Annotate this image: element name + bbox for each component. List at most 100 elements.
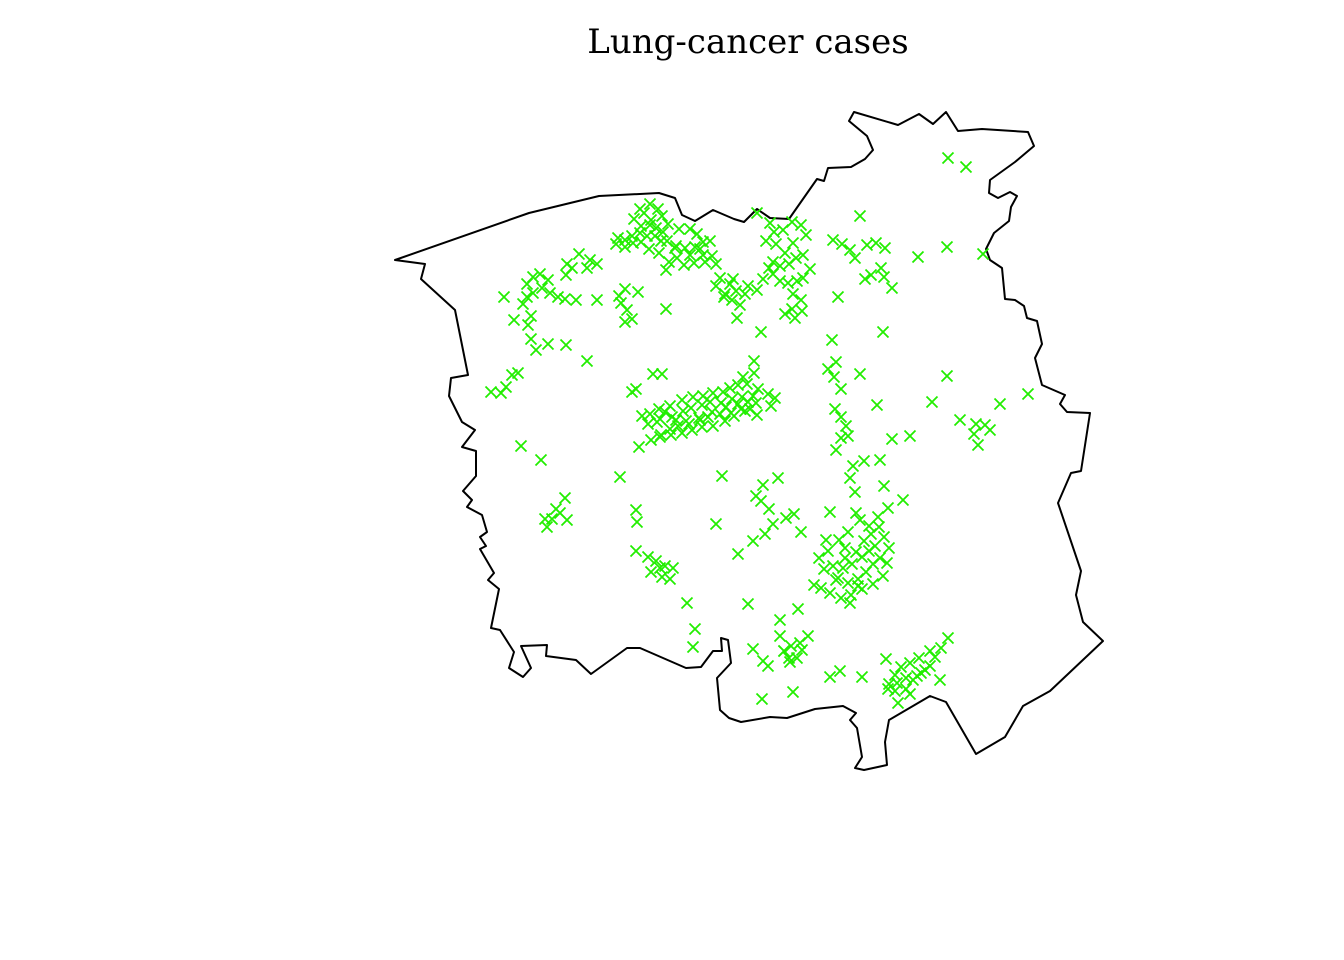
case-marker <box>529 343 543 357</box>
case-marker <box>903 656 917 670</box>
case-marker <box>821 544 835 558</box>
case-marker <box>633 202 647 216</box>
case-marker <box>911 250 925 264</box>
case-marker <box>703 234 717 248</box>
case-marker <box>649 554 663 568</box>
case-marker <box>759 234 773 248</box>
case-marker <box>885 281 899 295</box>
case-marker <box>888 684 902 698</box>
case-marker <box>925 395 939 409</box>
case-marker <box>795 304 809 318</box>
case-marker <box>534 453 548 467</box>
case-marker <box>971 438 985 452</box>
case-marker <box>976 247 990 261</box>
case-marker <box>658 405 672 419</box>
case-marker <box>826 233 840 247</box>
case-marker <box>718 414 732 428</box>
case-marker <box>716 385 730 399</box>
case-marker <box>882 541 896 555</box>
case-marker <box>894 660 908 674</box>
case-marker <box>959 160 973 174</box>
case-marker <box>731 378 745 392</box>
case-marker <box>787 507 801 521</box>
case-marker <box>497 290 511 304</box>
case-marker <box>666 561 680 575</box>
case-marker <box>877 270 891 284</box>
case-marker <box>756 272 770 286</box>
case-marker <box>851 579 865 593</box>
case-marker <box>940 240 954 254</box>
case-marker <box>719 400 733 414</box>
case-marker <box>731 547 745 561</box>
case-marker <box>874 261 888 275</box>
case-marker <box>706 419 720 433</box>
case-marker <box>551 290 565 304</box>
case-marker <box>790 651 804 665</box>
case-marker <box>853 513 867 527</box>
case-marker <box>569 293 583 307</box>
case-marker <box>766 267 780 281</box>
case-marker <box>709 257 723 271</box>
case-marker <box>829 443 843 457</box>
case-marker <box>631 285 645 299</box>
case-marker <box>812 551 826 565</box>
case-marker <box>928 650 942 664</box>
case-marker <box>590 293 604 307</box>
case-marker <box>695 420 709 434</box>
case-marker <box>838 551 852 565</box>
case-marker <box>717 290 731 304</box>
case-marker <box>941 151 955 165</box>
case-marker <box>641 550 655 564</box>
case-marker <box>516 297 530 311</box>
case-marker <box>784 639 798 653</box>
case-marker <box>635 409 649 423</box>
case-marker <box>870 398 884 412</box>
case-marker <box>688 240 702 254</box>
case-marker <box>632 440 646 454</box>
case-marker <box>625 312 639 326</box>
case-marker <box>933 673 947 687</box>
case-marker <box>541 273 555 287</box>
case-marker <box>764 399 778 413</box>
case-marker <box>627 212 641 226</box>
case-marker <box>793 636 807 650</box>
case-marker <box>514 439 528 453</box>
case-marker <box>881 501 895 515</box>
case-marker <box>940 369 954 383</box>
case-marker <box>726 272 740 286</box>
case-marker <box>866 577 880 591</box>
case-marker <box>649 221 663 235</box>
case-marker <box>823 586 837 600</box>
case-marker <box>876 325 890 339</box>
case-marker <box>526 286 540 300</box>
case-marker <box>953 413 967 427</box>
case-marker <box>903 687 917 701</box>
case-marker <box>846 459 860 473</box>
case-marker <box>736 370 750 384</box>
case-marker <box>643 197 657 211</box>
case-marker <box>918 663 932 677</box>
case-marker <box>912 651 926 665</box>
case-marker <box>706 386 720 400</box>
case-marker <box>644 565 658 579</box>
case-marker <box>572 247 586 261</box>
case-marker <box>651 202 665 216</box>
case-marker <box>733 298 747 312</box>
case-marker <box>803 262 817 276</box>
case-marker <box>1021 387 1035 401</box>
case-marker <box>834 431 848 445</box>
case-marker <box>618 240 632 254</box>
case-marker <box>590 257 604 271</box>
case-marker <box>652 246 666 260</box>
case-marker <box>890 676 904 690</box>
case-marker <box>659 263 673 277</box>
case-marker <box>650 415 664 429</box>
case-marker <box>843 243 857 257</box>
case-marker <box>785 215 799 229</box>
case-marker <box>877 479 891 493</box>
case-marker <box>881 682 895 696</box>
case-marker <box>709 279 723 293</box>
case-marker <box>521 318 535 332</box>
